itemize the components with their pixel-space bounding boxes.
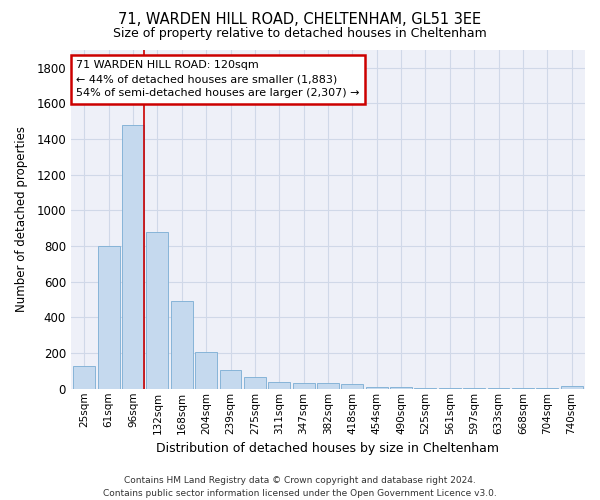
Bar: [73, 366, 95, 389]
Bar: [171, 302, 193, 389]
Y-axis label: Number of detached properties: Number of detached properties: [15, 126, 28, 312]
Bar: [488, 388, 509, 389]
Text: Contains HM Land Registry data © Crown copyright and database right 2024.
Contai: Contains HM Land Registry data © Crown c…: [103, 476, 497, 498]
Bar: [122, 125, 144, 389]
Bar: [366, 387, 388, 389]
Bar: [268, 382, 290, 389]
Text: Size of property relative to detached houses in Cheltenham: Size of property relative to detached ho…: [113, 28, 487, 40]
Bar: [439, 388, 461, 389]
Bar: [341, 384, 363, 389]
Bar: [244, 377, 266, 389]
Bar: [293, 382, 314, 389]
Bar: [146, 232, 169, 389]
Bar: [463, 388, 485, 389]
Bar: [195, 352, 217, 389]
X-axis label: Distribution of detached houses by size in Cheltenham: Distribution of detached houses by size …: [157, 442, 499, 455]
Text: 71, WARDEN HILL ROAD, CHELTENHAM, GL51 3EE: 71, WARDEN HILL ROAD, CHELTENHAM, GL51 3…: [118, 12, 482, 28]
Bar: [390, 386, 412, 389]
Bar: [560, 386, 583, 389]
Bar: [415, 388, 436, 389]
Bar: [512, 388, 534, 389]
Bar: [98, 246, 119, 389]
Text: 71 WARDEN HILL ROAD: 120sqm
← 44% of detached houses are smaller (1,883)
54% of : 71 WARDEN HILL ROAD: 120sqm ← 44% of det…: [76, 60, 359, 98]
Bar: [536, 388, 558, 389]
Bar: [317, 384, 339, 389]
Bar: [220, 370, 241, 389]
